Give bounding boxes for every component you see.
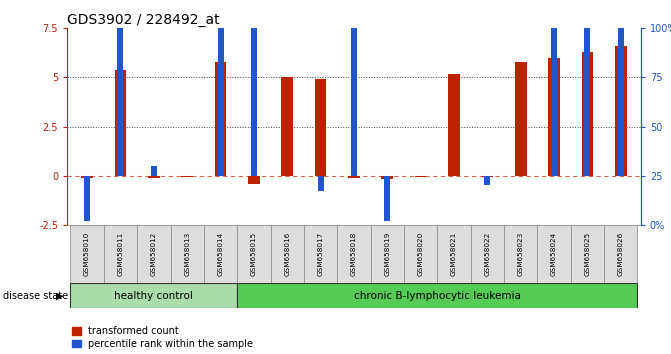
- Bar: [270, 225, 304, 283]
- Bar: [504, 225, 537, 283]
- Text: healthy control: healthy control: [114, 291, 193, 301]
- Bar: [482, 176, 493, 177]
- Bar: [117, 28, 123, 176]
- Text: GDS3902 / 228492_at: GDS3902 / 228492_at: [67, 13, 219, 27]
- Bar: [618, 28, 624, 176]
- Bar: [384, 176, 391, 221]
- Text: GSM658014: GSM658014: [217, 232, 223, 276]
- Text: GSM658016: GSM658016: [285, 232, 291, 276]
- Bar: [548, 58, 560, 176]
- Bar: [571, 225, 604, 283]
- Text: GSM658023: GSM658023: [518, 232, 524, 276]
- Text: GSM658021: GSM658021: [451, 232, 457, 276]
- Bar: [215, 62, 226, 176]
- Bar: [81, 176, 93, 178]
- Bar: [515, 62, 527, 176]
- Bar: [170, 225, 204, 283]
- Text: GSM658022: GSM658022: [484, 232, 491, 276]
- Text: GSM658026: GSM658026: [618, 232, 624, 276]
- Bar: [104, 225, 137, 283]
- Bar: [382, 176, 393, 179]
- Bar: [537, 225, 571, 283]
- Text: GSM658024: GSM658024: [551, 232, 557, 276]
- Bar: [470, 225, 504, 283]
- Bar: [604, 225, 637, 283]
- Bar: [351, 28, 357, 176]
- Bar: [238, 225, 270, 283]
- Legend: transformed count, percentile rank within the sample: transformed count, percentile rank withi…: [72, 326, 254, 349]
- Bar: [238, 283, 637, 308]
- Text: GSM658017: GSM658017: [317, 232, 323, 276]
- Bar: [370, 225, 404, 283]
- Bar: [217, 28, 223, 176]
- Bar: [281, 78, 293, 176]
- Text: GSM658018: GSM658018: [351, 232, 357, 276]
- Text: GSM658015: GSM658015: [251, 232, 257, 276]
- Bar: [248, 176, 260, 183]
- Bar: [137, 225, 170, 283]
- Bar: [317, 176, 323, 192]
- Bar: [151, 166, 157, 176]
- Text: GSM658013: GSM658013: [184, 232, 190, 276]
- Bar: [415, 176, 427, 177]
- Bar: [148, 176, 160, 178]
- Text: disease state: disease state: [3, 291, 68, 301]
- Bar: [348, 176, 360, 178]
- Text: chronic B-lymphocytic leukemia: chronic B-lymphocytic leukemia: [354, 291, 521, 301]
- Bar: [582, 52, 593, 176]
- Bar: [181, 176, 193, 177]
- Bar: [448, 74, 460, 176]
- Bar: [115, 70, 126, 176]
- Bar: [338, 225, 370, 283]
- Text: GSM658025: GSM658025: [584, 232, 590, 276]
- Bar: [615, 46, 627, 176]
- Bar: [304, 225, 338, 283]
- Bar: [484, 176, 491, 185]
- Bar: [70, 225, 104, 283]
- Bar: [204, 225, 238, 283]
- Bar: [437, 225, 470, 283]
- Bar: [251, 28, 257, 176]
- Text: GSM658011: GSM658011: [117, 232, 123, 276]
- Bar: [404, 225, 437, 283]
- Bar: [70, 283, 238, 308]
- Bar: [315, 79, 326, 176]
- Text: GSM658020: GSM658020: [417, 232, 423, 276]
- Bar: [584, 28, 590, 176]
- Text: ▶: ▶: [56, 291, 63, 301]
- Text: GSM658012: GSM658012: [151, 232, 157, 276]
- Bar: [84, 176, 90, 221]
- Text: GSM658019: GSM658019: [384, 232, 391, 276]
- Text: GSM658010: GSM658010: [84, 232, 90, 276]
- Bar: [551, 28, 557, 176]
